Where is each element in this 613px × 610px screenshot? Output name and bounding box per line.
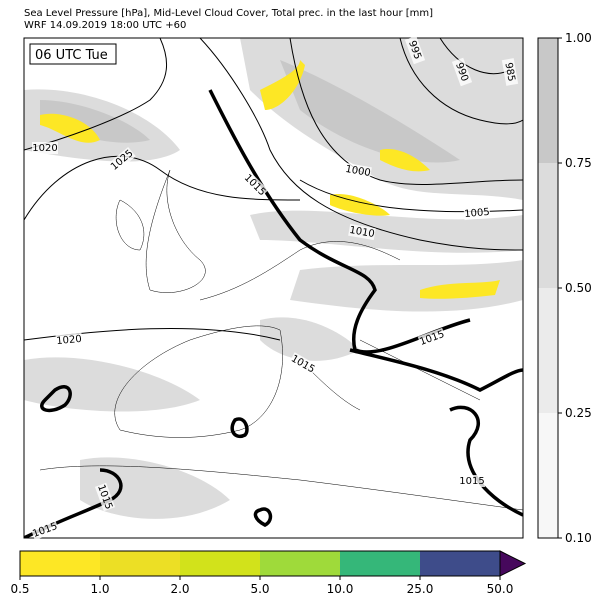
colorbar-tick-label: 10.0 <box>327 582 354 596</box>
colorbar-tick-label: 0.10 <box>565 531 592 545</box>
contour-label: 1010 <box>348 225 375 240</box>
contour-label-bg <box>288 352 318 376</box>
colorbar-tick-label: 0.75 <box>565 156 592 170</box>
contour-label-bg <box>344 162 372 180</box>
subtitle: WRF 14.09.2019 18:00 UTC +60 <box>24 20 186 31</box>
colorbar-segment <box>340 551 421 576</box>
colorbar-tick-label: 0.25 <box>565 406 592 420</box>
colorbar-segment <box>538 288 558 413</box>
colorbar-extend <box>499 550 527 577</box>
colorbar-segment <box>538 413 558 538</box>
contour-label-bg <box>417 327 447 349</box>
contour-label: 1015 <box>459 476 484 487</box>
colorbar-tick-label: 1.0 <box>90 582 109 596</box>
contour-label-bg <box>55 332 83 348</box>
contour-label: 1005 <box>464 207 490 220</box>
contour-label: 1000 <box>344 164 371 179</box>
contour-label-bg <box>30 519 60 541</box>
contour-label: 1020 <box>32 143 57 154</box>
map: 06 UTC Tue 1020 1025101510001005101099599… <box>23 35 524 541</box>
contour-label-bg <box>348 223 376 241</box>
precipitation <box>40 60 500 299</box>
contour-label-bg <box>451 57 473 87</box>
colorbar-tick-label: 5.0 <box>250 582 269 596</box>
colorbar-tick-label: 0.50 <box>565 281 592 295</box>
colorbar-tick-label: 0.5 <box>10 582 29 596</box>
colorbar-tick-label: 1.00 <box>565 31 592 45</box>
title: Sea Level Pressure [hPa], Mid-Level Clou… <box>24 8 433 19</box>
contour-label-bg <box>463 205 491 221</box>
contour-label-bg <box>94 482 116 512</box>
colorbar-segment <box>260 551 341 576</box>
colorbar-segment <box>420 551 501 576</box>
contour-label: 1020 <box>56 334 82 347</box>
precip-colorbar: 0.5 1.0 2.0 5.0 10.0 25.0 50.0 <box>10 550 527 596</box>
contour-label-bg <box>404 35 426 65</box>
cloud-colorbar: 1.00 0.75 0.50 0.25 0.10 <box>537 31 592 545</box>
colorbar-segment <box>20 551 101 576</box>
colorbar-segment <box>180 551 261 576</box>
contour-label-bg <box>108 147 136 173</box>
colorbar-segment <box>100 551 181 576</box>
contour-label-bg <box>459 475 485 487</box>
colorbar-tick-label: 25.0 <box>407 582 434 596</box>
colorbar-segment <box>538 38 558 163</box>
colorbar-tick-label: 2.0 <box>170 582 189 596</box>
colorbar-segment <box>538 163 558 288</box>
contour-label-bg <box>32 142 58 154</box>
time-label: 06 UTC Tue <box>35 48 108 63</box>
colorbar-tick-label: 50.0 <box>487 582 514 596</box>
contour-label: 985 <box>502 62 516 83</box>
contour-label-bg <box>501 58 519 86</box>
contour-label-bg <box>241 171 269 199</box>
